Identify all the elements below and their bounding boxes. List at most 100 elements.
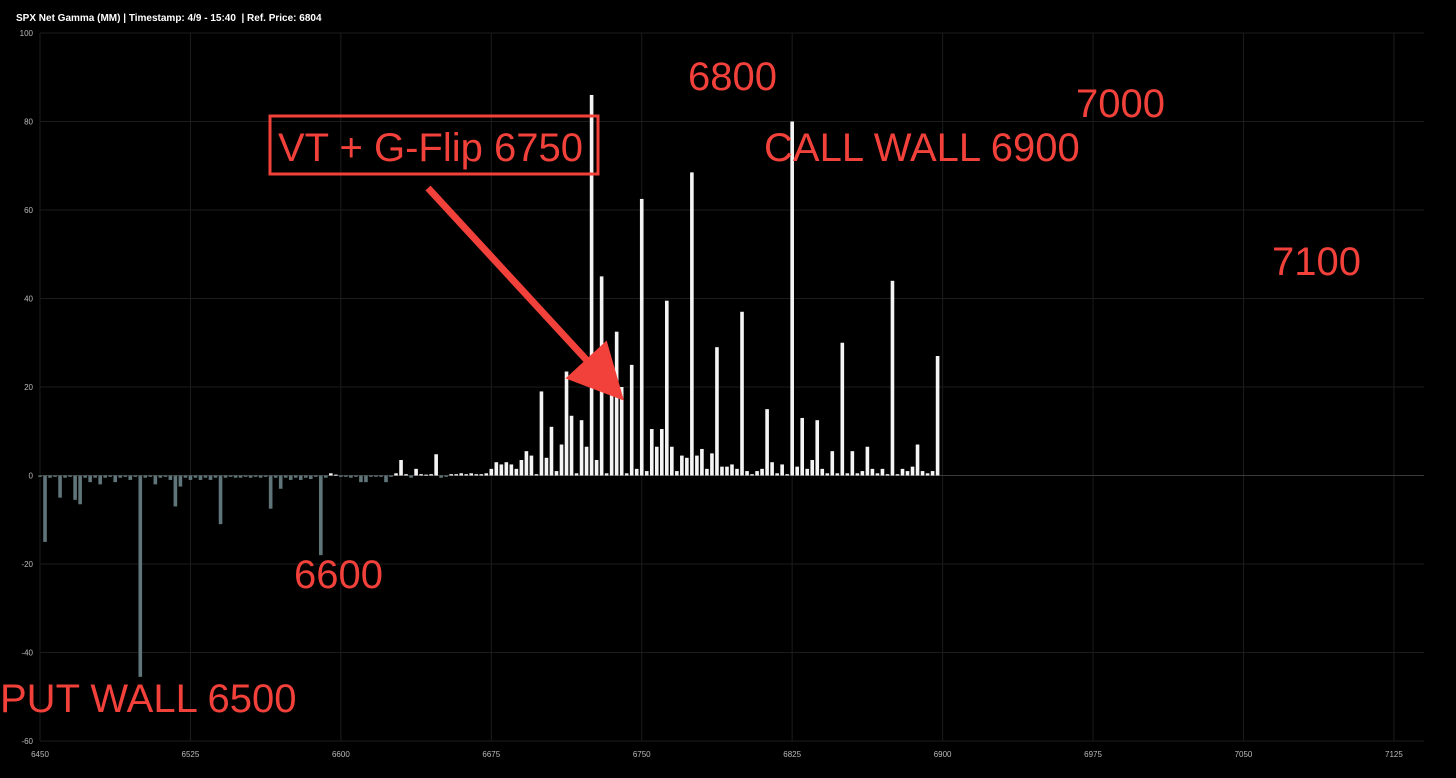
gamma-bar (359, 475, 363, 483)
x-tick-label: 6900 (934, 750, 952, 759)
gamma-bar (574, 473, 579, 476)
gamma-bar (639, 198, 644, 476)
gamma-bar (38, 475, 42, 477)
gamma-bar (454, 474, 459, 476)
gamma-bar (474, 474, 479, 476)
gamma-bar (329, 473, 333, 476)
gamma-bar (384, 475, 388, 483)
gamma-bar (123, 475, 128, 477)
gamma-bar (469, 473, 474, 476)
annotation-call-wall: CALL WALL 6900 (764, 126, 1080, 170)
gamma-bar (73, 475, 77, 500)
gamma-bar (740, 311, 744, 476)
y-tick-label: -60 (21, 737, 33, 746)
gamma-bar (419, 474, 423, 476)
gamma-bar (805, 468, 810, 476)
gamma-bar (690, 172, 694, 476)
gamma-bar (399, 460, 403, 476)
gamma-bar (670, 446, 674, 476)
gamma-bar (685, 457, 689, 476)
gamma-bar (394, 473, 398, 476)
x-tick-label: 6675 (482, 750, 500, 759)
gamma-bar (589, 94, 594, 476)
annotation-6800: 6800 (688, 55, 777, 99)
gamma-bar (118, 475, 123, 478)
gamma-bar (785, 474, 789, 476)
gamma-bar (504, 462, 509, 476)
gamma-bar (273, 475, 278, 478)
gamma-bar (308, 475, 313, 480)
gamma-bar (444, 475, 448, 477)
gamma-bar (619, 387, 624, 476)
gamma-bar (258, 475, 263, 478)
gamma-bar (138, 475, 143, 677)
gamma-bar (439, 475, 443, 478)
gamma-bar (514, 468, 519, 476)
gamma-bar (735, 468, 739, 476)
gamma-bar (148, 475, 153, 477)
gamma-bar (288, 475, 293, 480)
gamma-bar (128, 475, 133, 480)
gamma-bar (238, 475, 243, 478)
gamma-bar (554, 471, 559, 476)
gamma-bar (845, 473, 850, 476)
gamma-bar (143, 475, 148, 478)
gamma-bar (890, 280, 895, 476)
y-tick-label: 40 (24, 295, 33, 304)
gamma-bar (760, 468, 764, 476)
gamma-bar (695, 455, 699, 476)
gamma-bar (349, 475, 353, 478)
x-tick-label: 6525 (182, 750, 200, 759)
gamma-bar (324, 475, 328, 478)
y-tick-label: -20 (21, 560, 33, 569)
gamma-bar (609, 393, 614, 476)
gamma-bar (524, 451, 529, 476)
gamma-bar (795, 466, 799, 476)
gamma-bar (228, 475, 233, 477)
gamma-bar (183, 475, 188, 478)
axis-labels: 100 80 60 40 20 0 -20 -40 -60 6450 6525 6600 6675 675… (20, 29, 1404, 759)
y-tick-label: 0 (29, 472, 34, 481)
gamma-bar (865, 446, 870, 476)
gamma-bar (750, 474, 754, 476)
gamma-bar (83, 475, 87, 478)
x-tick-label: 6975 (1084, 750, 1102, 759)
gamma-bar (303, 475, 308, 478)
gamma-bar (649, 429, 654, 476)
gamma-bar (68, 475, 72, 477)
gamma-bar (559, 444, 564, 476)
annotation-box (268, 114, 600, 176)
gamma-bar (339, 475, 343, 477)
gamma-bar (790, 121, 794, 476)
gamma-bar (680, 455, 684, 476)
gamma-bar (765, 409, 769, 476)
y-tick-label: 20 (24, 383, 33, 392)
gamma-bar (489, 468, 494, 476)
gamma-bar (464, 474, 469, 476)
gamma-bar (263, 475, 268, 477)
gamma-bar (293, 475, 298, 478)
gamma-bar (414, 468, 418, 476)
gamma-bar (499, 464, 504, 476)
gamma-bar (930, 471, 935, 476)
gamma-bar (920, 471, 925, 476)
gamma-bar (830, 451, 835, 476)
annotation-7000: 7000 (1076, 82, 1165, 126)
gamma-bar (223, 475, 228, 478)
y-tick-label: 100 (20, 29, 34, 38)
gamma-bar (624, 473, 629, 476)
gamma-bar (133, 475, 138, 477)
gamma-bar (529, 455, 534, 476)
gamma-bar (404, 474, 408, 476)
gamma-bar (594, 460, 599, 476)
gamma-bar (584, 446, 589, 476)
gamma-bar (905, 471, 910, 476)
gamma-bar (564, 371, 569, 476)
x-tick-label: 6450 (31, 750, 49, 759)
gamma-bar (730, 464, 734, 476)
x-tick-label: 6750 (633, 750, 651, 759)
y-tick-label: -40 (21, 649, 33, 658)
gamma-bar (820, 468, 825, 476)
gamma-bar (48, 475, 52, 478)
chart-title: SPX Net Gamma (MM) | Timestamp: 4/9 - 15… (16, 13, 322, 24)
